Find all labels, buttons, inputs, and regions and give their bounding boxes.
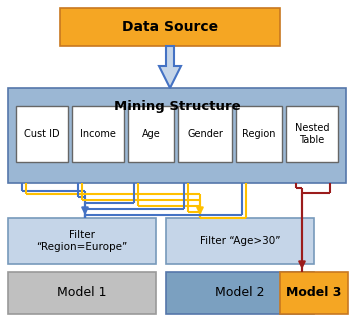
Text: Model 2: Model 2 (215, 287, 265, 299)
FancyBboxPatch shape (236, 106, 282, 162)
Text: Cust ID: Cust ID (24, 129, 60, 139)
FancyBboxPatch shape (16, 106, 68, 162)
Text: Gender: Gender (187, 129, 223, 139)
Text: Data Source: Data Source (122, 20, 218, 34)
FancyBboxPatch shape (60, 8, 280, 46)
FancyBboxPatch shape (166, 218, 314, 264)
Text: Nested
Table: Nested Table (295, 123, 329, 145)
Text: Age: Age (142, 129, 160, 139)
FancyBboxPatch shape (286, 106, 338, 162)
FancyBboxPatch shape (166, 272, 314, 314)
Polygon shape (159, 46, 181, 88)
Text: Region: Region (242, 129, 276, 139)
FancyBboxPatch shape (280, 272, 348, 314)
Text: Filter “Age>30”: Filter “Age>30” (200, 236, 280, 246)
FancyBboxPatch shape (8, 218, 156, 264)
FancyBboxPatch shape (128, 106, 174, 162)
Text: Model 3: Model 3 (286, 287, 342, 299)
FancyBboxPatch shape (178, 106, 232, 162)
Text: Filter
“Region=Europe”: Filter “Region=Europe” (36, 230, 127, 252)
Text: Income: Income (80, 129, 116, 139)
FancyBboxPatch shape (8, 88, 346, 183)
FancyBboxPatch shape (72, 106, 124, 162)
Text: Mining Structure: Mining Structure (114, 100, 240, 113)
FancyBboxPatch shape (8, 272, 156, 314)
Text: Model 1: Model 1 (57, 287, 107, 299)
